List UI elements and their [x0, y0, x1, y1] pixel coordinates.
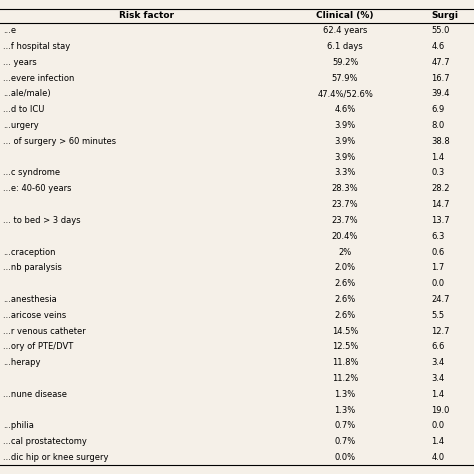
Text: 1.7: 1.7 [431, 264, 445, 273]
Text: 1.4: 1.4 [431, 437, 445, 446]
Text: 1.4: 1.4 [431, 390, 445, 399]
Text: 6.6: 6.6 [431, 342, 445, 351]
Text: 4.6%: 4.6% [335, 105, 356, 114]
Text: 4.6: 4.6 [431, 42, 445, 51]
Text: 57.9%: 57.9% [332, 73, 358, 82]
Text: 11.8%: 11.8% [332, 358, 358, 367]
Text: 28.3%: 28.3% [332, 184, 358, 193]
Text: 6.9: 6.9 [431, 105, 445, 114]
Text: 3.4: 3.4 [431, 358, 445, 367]
Text: ...urgery: ...urgery [3, 121, 39, 130]
Text: Clinical (%): Clinical (%) [316, 11, 374, 20]
Text: 0.7%: 0.7% [335, 421, 356, 430]
Text: 24.7: 24.7 [431, 295, 450, 304]
Text: 13.7: 13.7 [431, 216, 450, 225]
Text: 23.7%: 23.7% [332, 216, 358, 225]
Text: Surgi: Surgi [431, 11, 458, 20]
Text: 23.7%: 23.7% [332, 200, 358, 209]
Text: Risk factor: Risk factor [119, 11, 174, 20]
Text: ...nb paralysis: ...nb paralysis [3, 264, 62, 273]
Text: 3.3%: 3.3% [334, 168, 356, 177]
Text: ...ory of PTE/DVT: ...ory of PTE/DVT [3, 342, 73, 351]
Text: ... years: ... years [3, 58, 37, 67]
Text: 14.7: 14.7 [431, 200, 450, 209]
Text: ...e: 40-60 years: ...e: 40-60 years [3, 184, 72, 193]
Text: 62.4 years: 62.4 years [323, 26, 367, 35]
Text: 2.6%: 2.6% [335, 295, 356, 304]
Text: ...herapy: ...herapy [3, 358, 41, 367]
Text: 6.1 days: 6.1 days [327, 42, 363, 51]
Text: 2.0%: 2.0% [335, 264, 356, 273]
Text: 38.8: 38.8 [431, 137, 450, 146]
Text: 1.4: 1.4 [431, 153, 445, 162]
Text: ...e: ...e [3, 26, 17, 35]
Text: 0.0: 0.0 [431, 279, 445, 288]
Text: 0.7%: 0.7% [335, 437, 356, 446]
Text: ...ale/male): ...ale/male) [3, 90, 51, 99]
Text: 11.2%: 11.2% [332, 374, 358, 383]
Text: 0.0: 0.0 [431, 421, 445, 430]
Text: 12.5%: 12.5% [332, 342, 358, 351]
Text: 0.3: 0.3 [431, 168, 445, 177]
Text: 12.7: 12.7 [431, 327, 450, 336]
Text: ...cal prostatectomy: ...cal prostatectomy [3, 437, 87, 446]
Text: 5.5: 5.5 [431, 311, 445, 320]
Text: 3.9%: 3.9% [335, 137, 356, 146]
Text: 0.6: 0.6 [431, 247, 445, 256]
Text: 8.0: 8.0 [431, 121, 445, 130]
Text: 6.3: 6.3 [431, 232, 445, 241]
Text: ...c syndrome: ...c syndrome [3, 168, 61, 177]
Text: 3.9%: 3.9% [335, 121, 356, 130]
Text: 1.3%: 1.3% [335, 406, 356, 415]
Text: ...anesthesia: ...anesthesia [3, 295, 57, 304]
Text: 19.0: 19.0 [431, 406, 450, 415]
Text: ...dic hip or knee surgery: ...dic hip or knee surgery [3, 453, 109, 462]
Text: 55.0: 55.0 [431, 26, 450, 35]
Text: 47.7: 47.7 [431, 58, 450, 67]
Text: ...craception: ...craception [3, 247, 56, 256]
Text: 2.6%: 2.6% [335, 311, 356, 320]
Text: ...evere infection: ...evere infection [3, 73, 75, 82]
Text: 4.0: 4.0 [431, 453, 445, 462]
Text: 47.4%/52.6%: 47.4%/52.6% [317, 90, 373, 99]
Text: ...f hospital stay: ...f hospital stay [3, 42, 71, 51]
Text: 1.3%: 1.3% [335, 390, 356, 399]
Text: 3.4: 3.4 [431, 374, 445, 383]
Text: 28.2: 28.2 [431, 184, 450, 193]
Text: 14.5%: 14.5% [332, 327, 358, 336]
Text: 0.0%: 0.0% [335, 453, 356, 462]
Text: ...aricose veins: ...aricose veins [3, 311, 66, 320]
Text: 2.6%: 2.6% [335, 279, 356, 288]
Text: ... of surgery > 60 minutes: ... of surgery > 60 minutes [3, 137, 117, 146]
Text: 16.7: 16.7 [431, 73, 450, 82]
Text: ... to bed > 3 days: ... to bed > 3 days [3, 216, 81, 225]
Text: 2%: 2% [338, 247, 352, 256]
Text: ...d to ICU: ...d to ICU [3, 105, 45, 114]
Text: 20.4%: 20.4% [332, 232, 358, 241]
Text: 39.4: 39.4 [431, 90, 450, 99]
Text: 59.2%: 59.2% [332, 58, 358, 67]
Text: ...philia: ...philia [3, 421, 34, 430]
Text: 3.9%: 3.9% [335, 153, 356, 162]
Text: ...nune disease: ...nune disease [3, 390, 67, 399]
Text: ...r venous catheter: ...r venous catheter [3, 327, 86, 336]
